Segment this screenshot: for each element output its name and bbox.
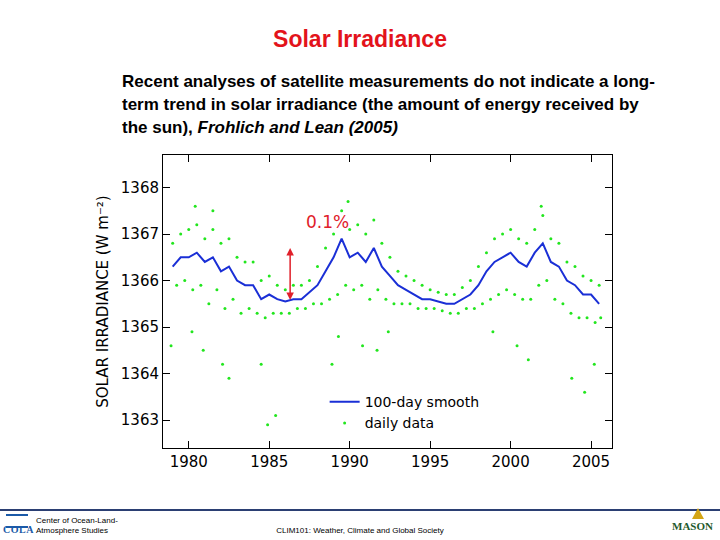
- svg-text:1364: 1364: [121, 365, 159, 383]
- svg-text:1985: 1985: [250, 453, 288, 471]
- svg-text:2005: 2005: [572, 453, 610, 471]
- svg-text:100-day smooth: 100-day smooth: [365, 394, 479, 410]
- svg-text:SOLAR IRRADIANCE (W m⁻²): SOLAR IRRADIANCE (W m⁻²): [94, 195, 112, 407]
- svg-text:1980: 1980: [170, 453, 208, 471]
- svg-text:0.1%: 0.1%: [306, 212, 349, 232]
- svg-text:1367: 1367: [121, 225, 159, 243]
- svg-text:2000: 2000: [492, 453, 530, 471]
- html-text:MASON: MASON: [672, 520, 713, 532]
- svg-text:daily data: daily data: [365, 415, 435, 431]
- svg-text:1366: 1366: [121, 272, 159, 290]
- html-text:COLA: COLA: [3, 524, 34, 535]
- html-text:Solar Irradiance: Solar Irradiance: [273, 26, 447, 52]
- svg-text:1365: 1365: [121, 318, 159, 336]
- html-text:CLIM101: Weather, Climate and: CLIM101: Weather, Climate and Global Soc…: [276, 526, 444, 535]
- svg-text:1368: 1368: [121, 179, 159, 197]
- html-text:Recent analyses of satellite m: Recent analyses of satellite measurement…: [122, 72, 655, 137]
- svg-text:1995: 1995: [411, 453, 449, 471]
- svg-text:1990: 1990: [331, 453, 369, 471]
- html-text:Atmosphere Studies: Atmosphere Studies: [36, 526, 108, 535]
- html-text:Center of Ocean-Land-: Center of Ocean-Land-: [36, 516, 118, 525]
- svg-text:1363: 1363: [121, 411, 159, 429]
